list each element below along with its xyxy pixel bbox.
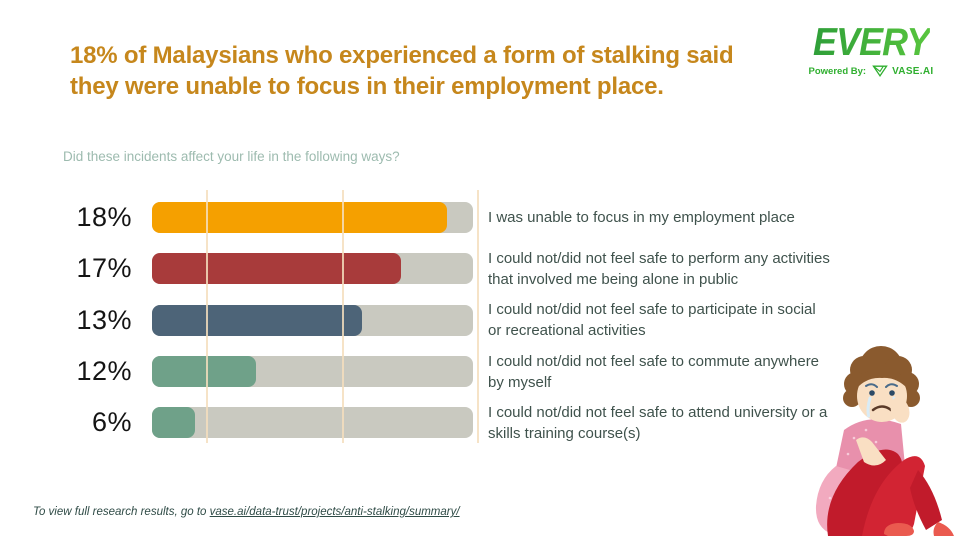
page-title-line1: 18% of Malaysians who experienced a form… bbox=[70, 42, 734, 69]
bar-track bbox=[152, 407, 473, 439]
bar-track bbox=[152, 304, 473, 336]
bar-value-label: 18% bbox=[76, 202, 132, 233]
bar-row: 17% I could not/did not feel safe to per… bbox=[40, 243, 833, 294]
footer-text: To view full research results, go to bbox=[33, 506, 210, 518]
bar-category-label: I could not/did not feel safe to partici… bbox=[488, 301, 816, 340]
bar-category-label: I was unable to focus in my employment p… bbox=[488, 209, 795, 227]
research-results-link[interactable]: vase.ai/data-trust/projects/anti-stalkin… bbox=[209, 506, 460, 518]
sad-person-illustration bbox=[815, 346, 954, 536]
page-title: 18% of Malaysians who experienced a form… bbox=[70, 41, 810, 102]
bar-track bbox=[152, 356, 473, 388]
bar-fill bbox=[152, 253, 402, 285]
bar-row: 6% I could not/did not feel safe to atte… bbox=[40, 397, 833, 448]
every-logo: EVERY bbox=[812, 21, 930, 64]
chart-question: Did these incidents affect your life in … bbox=[63, 149, 400, 164]
bar-value-label: 12% bbox=[76, 356, 132, 387]
bar-category-label: I could not/did not feel safe to perform… bbox=[488, 249, 830, 288]
bar-row: 12% I could not/did not feel safe to com… bbox=[40, 346, 833, 397]
bar-fill bbox=[152, 304, 363, 336]
bar-value-label: 6% bbox=[91, 407, 132, 438]
bar-value-label: 13% bbox=[76, 304, 132, 335]
footer-note: To view full research results, go to vas… bbox=[33, 506, 460, 518]
brand-logo-block: EVERY Powered By: VASE.AI bbox=[796, 21, 946, 78]
bar-category-label: I could not/did not feel safe to attend … bbox=[488, 403, 828, 442]
bar-track bbox=[152, 202, 473, 234]
bar-fill bbox=[152, 407, 195, 439]
bar-category-label: I could not/did not feel safe to commute… bbox=[488, 352, 820, 391]
bar-rows: 18% I was unable to focus in my employme… bbox=[40, 192, 833, 448]
bar-fill bbox=[152, 356, 256, 388]
vase-triangle-logo-icon bbox=[872, 65, 888, 77]
bar-fill bbox=[152, 202, 448, 234]
bar-track bbox=[152, 253, 473, 285]
page-title-line2: they were unable to focus in their emplo… bbox=[70, 72, 664, 100]
bar-chart: 18% I was unable to focus in my employme… bbox=[40, 190, 833, 448]
bar-value-label: 17% bbox=[76, 253, 132, 284]
vase-ai-wordmark: VASE.AI bbox=[892, 65, 934, 77]
vase-ai-logo: VASE.AI bbox=[871, 64, 933, 78]
powered-by-label: Powered By: bbox=[808, 65, 867, 77]
bar-row: 13% I could not/did not feel safe to par… bbox=[40, 295, 833, 346]
powered-by-row: Powered By: VASE.AI bbox=[796, 64, 946, 78]
bar-row: 18% I was unable to focus in my employme… bbox=[40, 192, 833, 243]
